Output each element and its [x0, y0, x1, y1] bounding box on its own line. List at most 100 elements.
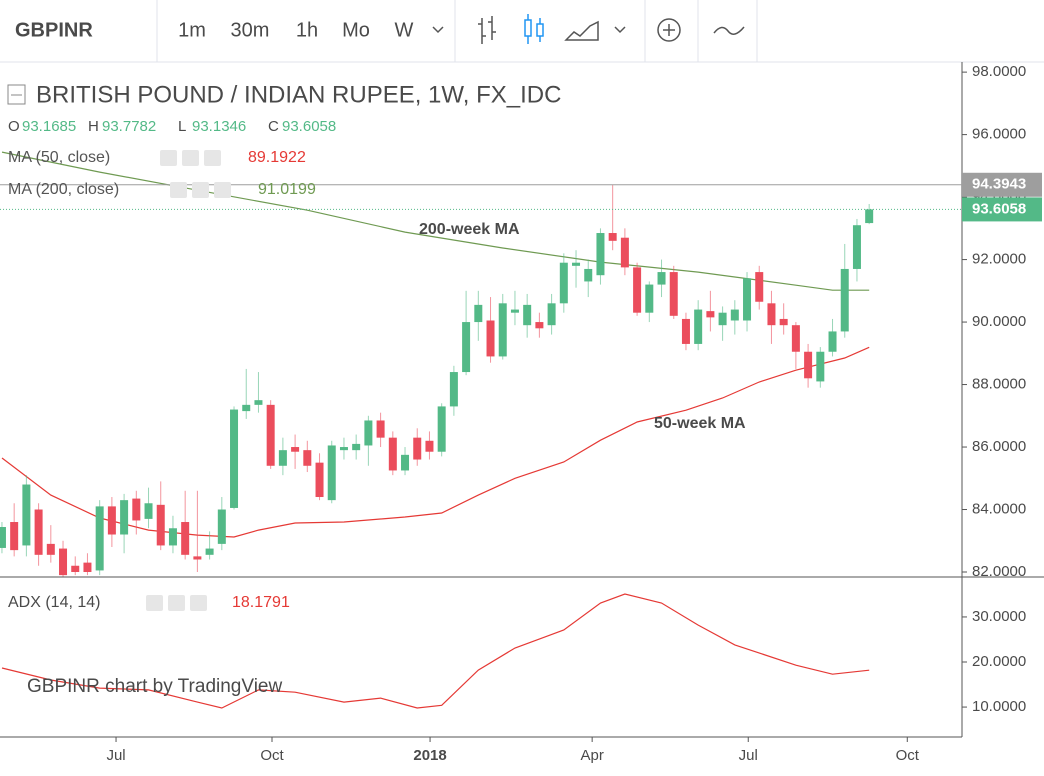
interval-button[interactable]: W: [395, 19, 414, 41]
legend-value: 91.0199: [258, 181, 316, 198]
candle-body: [669, 272, 678, 316]
symbol[interactable]: GBPINR: [15, 19, 93, 41]
candle-body: [608, 233, 617, 241]
candle-body: [401, 454, 410, 471]
legend-icon: [160, 150, 177, 166]
x-tick-label: Jul: [739, 747, 758, 764]
candle-body: [217, 509, 226, 544]
candle-body: [230, 409, 239, 508]
candle-body: [865, 209, 874, 224]
annotation: 200-week MA: [419, 221, 520, 238]
candle-style-icon[interactable]: [524, 14, 544, 44]
legend-name: MA (50, close): [8, 149, 110, 166]
legend-icon: [204, 150, 221, 166]
price-pane: [0, 151, 874, 577]
ohlc-value: 93.7782: [102, 118, 156, 135]
candle-body: [315, 462, 324, 498]
candle-body: [572, 262, 581, 266]
candle-body: [840, 268, 849, 332]
legend-icon: [192, 182, 209, 198]
candle-body: [132, 498, 141, 521]
y-tick-label: 92.0000: [972, 251, 1026, 268]
candle-body: [474, 304, 483, 323]
y-tick-label: 84.0000: [972, 500, 1026, 517]
interval-group: 1m 30m 1h Mo W: [178, 19, 413, 41]
ohlc-value: 93.6058: [282, 118, 336, 135]
candle-body: [266, 404, 275, 466]
bar-style-icon[interactable]: [478, 16, 496, 44]
interval-button[interactable]: Mo: [342, 19, 370, 41]
candle-body: [779, 318, 788, 326]
candle-body: [376, 420, 385, 438]
candle-body: [767, 303, 776, 326]
candle-body: [694, 309, 703, 344]
legend-icon: [190, 595, 207, 611]
indicator-name: ADX (14, 14): [8, 594, 100, 611]
legend-name: MA (200, close): [8, 181, 119, 198]
interval-button[interactable]: 1h: [296, 19, 318, 41]
y-tick-label: 30.0000: [972, 608, 1026, 625]
candle-body: [730, 309, 739, 321]
interval-button[interactable]: 1m: [178, 19, 206, 41]
candle-body: [352, 443, 361, 451]
candle-body: [46, 543, 55, 555]
indicator-value: 18.1791: [232, 594, 290, 611]
indicator-line: [1, 593, 870, 709]
candle-body: [291, 447, 300, 452]
candle-body: [755, 272, 764, 302]
y-tick-label: 20.0000: [972, 653, 1026, 670]
candle-body: [205, 548, 214, 555]
interval-dropdown[interactable]: [432, 26, 444, 34]
candle-body: [413, 437, 422, 460]
candle-body: [242, 404, 251, 412]
candle-body: [181, 522, 190, 555]
y-tick-label: 86.0000: [972, 438, 1026, 455]
candle-body: [449, 372, 458, 407]
x-tick-label: Oct: [896, 747, 920, 764]
x-tick-label: Jul: [106, 747, 125, 764]
candle-body: [364, 420, 373, 446]
candle-body: [34, 509, 43, 555]
ohlc-prefix: L: [178, 118, 186, 135]
candle-body: [535, 322, 544, 329]
x-tick-label: Apr: [580, 747, 603, 764]
indicator-button[interactable]: [657, 18, 681, 42]
x-tick-label: 2018: [413, 747, 446, 764]
price-label: 94.3943: [972, 176, 1026, 193]
candle-body: [791, 325, 800, 352]
y-tick-label: 90.0000: [972, 313, 1026, 330]
watermark[interactable]: GBPINR chart by TradingView: [27, 676, 282, 697]
candle-body: [425, 440, 434, 452]
ohlc-prefix: H: [88, 118, 99, 135]
compare-button[interactable]: [713, 26, 745, 35]
candle-body: [706, 311, 715, 318]
collapse-icon[interactable]: [7, 84, 26, 105]
candle-body: [645, 284, 654, 313]
candle-body: [388, 437, 397, 471]
candle-body: [437, 406, 446, 452]
candle-body: [120, 500, 129, 535]
area-style-icon[interactable]: [564, 20, 599, 41]
legend-icon: [214, 182, 231, 198]
candle-body: [804, 351, 813, 379]
legend-icon: [168, 595, 185, 611]
candle-body: [83, 562, 92, 573]
price-label-box: [962, 172, 1042, 197]
indicator-pane: [1, 593, 870, 709]
interval-button[interactable]: 30m: [231, 19, 270, 41]
candle-body: [156, 504, 165, 546]
candle-body: [633, 267, 642, 313]
candle-body: [596, 233, 605, 276]
y-tick-label: 82.0000: [972, 563, 1026, 580]
candle-body: [547, 303, 556, 326]
ohlc-prefix: O: [8, 118, 20, 135]
y-tick-label: 88.0000: [972, 376, 1026, 393]
candle-body: [254, 400, 263, 405]
ohlc-value: 93.1346: [192, 118, 246, 135]
candle-body: [657, 272, 666, 285]
style-dropdown[interactable]: [614, 26, 626, 34]
candle-body: [486, 320, 495, 357]
chart-title: BRITISH POUND / INDIAN RUPEE, 1W, FX_IDC: [36, 81, 561, 108]
